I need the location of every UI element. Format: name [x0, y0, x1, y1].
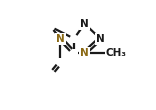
Text: N: N [80, 48, 89, 58]
Text: N: N [56, 34, 65, 44]
Text: N: N [80, 19, 89, 29]
Text: CH₃: CH₃ [106, 48, 127, 58]
Text: N: N [96, 34, 105, 44]
